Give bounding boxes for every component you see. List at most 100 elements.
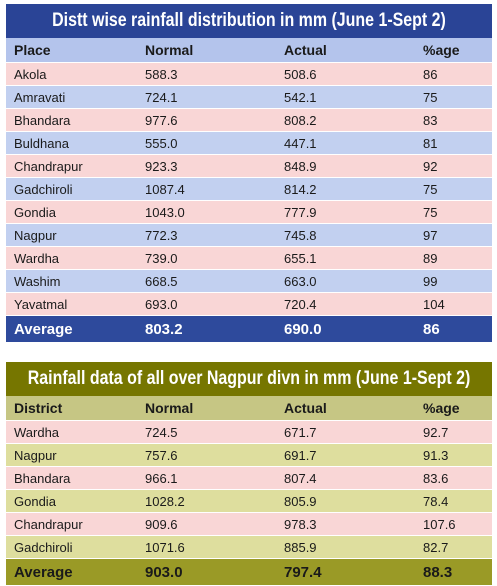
average-label: Average <box>14 563 73 581</box>
percent-cell: 75 <box>423 181 438 197</box>
district-cell: Wardha <box>14 424 60 440</box>
table-row: Washim 668.5 663.0 99 <box>6 270 492 293</box>
table1-average-row: Average 803.2 690.0 86 <box>6 316 492 343</box>
table-row: Yavatmal 693.0 720.4 104 <box>6 293 492 316</box>
table1-header-percent: %age <box>423 42 460 58</box>
table-row: Gondia 1043.0 777.9 75 <box>6 201 492 224</box>
percent-cell: 75 <box>423 204 438 220</box>
normal-cell: 588.3 <box>145 66 178 82</box>
place-cell: Nagpur <box>14 227 57 243</box>
percent-cell: 89 <box>423 250 438 266</box>
table-row: Gondia 1028.2 805.9 78.4 <box>6 490 492 513</box>
table-row: Nagpur 757.6 691.7 91.3 <box>6 444 492 467</box>
percent-cell: 97 <box>423 227 438 243</box>
average-actual: 690.0 <box>284 320 322 338</box>
normal-cell: 909.6 <box>145 516 178 532</box>
place-cell: Amravati <box>14 89 66 105</box>
percent-cell: 86 <box>423 66 438 82</box>
actual-cell: 655.1 <box>284 250 317 266</box>
district-cell: Gondia <box>14 493 56 509</box>
place-cell: Yavatmal <box>14 296 68 312</box>
actual-cell: 848.9 <box>284 158 317 174</box>
place-cell: Chandrapur <box>14 158 83 174</box>
normal-cell: 757.6 <box>145 447 178 463</box>
table-row: Akola 588.3 508.6 86 <box>6 63 492 86</box>
actual-cell: 508.6 <box>284 66 317 82</box>
normal-cell: 724.1 <box>145 89 178 105</box>
normal-cell: 668.5 <box>145 273 178 289</box>
percent-cell: 91.3 <box>423 447 449 463</box>
table-row: Nagpur 772.3 745.8 97 <box>6 224 492 247</box>
table-row: Bhandara 966.1 807.4 83.6 <box>6 467 492 490</box>
district-cell: Gadchiroli <box>14 539 73 555</box>
district-cell: Chandrapur <box>14 516 83 532</box>
actual-cell: 720.4 <box>284 296 317 312</box>
normal-cell: 772.3 <box>145 227 178 243</box>
percent-cell: 104 <box>423 296 445 312</box>
table2-title-bar: Rainfall data of all over Nagpur divn in… <box>6 362 492 396</box>
actual-cell: 663.0 <box>284 273 317 289</box>
actual-cell: 777.9 <box>284 204 317 220</box>
actual-cell: 671.7 <box>284 424 317 440</box>
table-row: Chandrapur 909.6 978.3 107.6 <box>6 513 492 536</box>
table2-header-district: District <box>14 400 63 416</box>
actual-cell: 542.1 <box>284 89 317 105</box>
table-row: Amravati 724.1 542.1 75 <box>6 86 492 109</box>
table-row: Wardha 724.5 671.7 92.7 <box>6 421 492 444</box>
percent-cell: 82.7 <box>423 539 449 555</box>
actual-cell: 814.2 <box>284 181 317 197</box>
actual-cell: 978.3 <box>284 516 317 532</box>
actual-cell: 745.8 <box>284 227 317 243</box>
table-row: Wardha 739.0 655.1 89 <box>6 247 492 270</box>
table2-header-normal: Normal <box>145 400 194 416</box>
average-normal: 803.2 <box>145 320 183 338</box>
table1-header-row: Place Normal Actual %age <box>6 38 492 63</box>
normal-cell: 1028.2 <box>145 493 185 509</box>
table-row: Gadchiroli 1087.4 814.2 75 <box>6 178 492 201</box>
normal-cell: 724.5 <box>145 424 178 440</box>
average-actual: 797.4 <box>284 563 322 581</box>
percent-cell: 83 <box>423 112 438 128</box>
table1-header-normal: Normal <box>145 42 194 58</box>
average-percent: 86 <box>423 320 440 338</box>
table1-header-place: Place <box>14 42 51 58</box>
place-cell: Wardha <box>14 250 60 266</box>
nagpur-division-rainfall-table: Rainfall data of all over Nagpur divn in… <box>6 362 492 586</box>
normal-cell: 1043.0 <box>145 204 185 220</box>
table1-title-bar: Distt wise rainfall distribution in mm (… <box>6 4 492 38</box>
place-cell: Bhandara <box>14 112 71 128</box>
table-row: Buldhana 555.0 447.1 81 <box>6 132 492 155</box>
percent-cell: 107.6 <box>423 516 456 532</box>
percent-cell: 81 <box>423 135 438 151</box>
table-row: Gadchiroli 1071.6 885.9 82.7 <box>6 536 492 559</box>
place-cell: Gadchiroli <box>14 181 73 197</box>
table-row: Chandrapur 923.3 848.9 92 <box>6 155 492 178</box>
district-rainfall-table: Distt wise rainfall distribution in mm (… <box>6 4 492 343</box>
place-cell: Akola <box>14 66 47 82</box>
table2-header-row: District Normal Actual %age <box>6 396 492 421</box>
normal-cell: 1087.4 <box>145 181 185 197</box>
normal-cell: 966.1 <box>145 470 178 486</box>
normal-cell: 1071.6 <box>145 539 185 555</box>
normal-cell: 693.0 <box>145 296 178 312</box>
table1-title: Distt wise rainfall distribution in mm (… <box>52 10 446 31</box>
table1-header-actual: Actual <box>284 42 327 58</box>
average-label: Average <box>14 320 73 338</box>
table2-title: Rainfall data of all over Nagpur divn in… <box>27 368 471 389</box>
percent-cell: 92 <box>423 158 438 174</box>
actual-cell: 447.1 <box>284 135 317 151</box>
actual-cell: 691.7 <box>284 447 317 463</box>
percent-cell: 75 <box>423 89 438 105</box>
table2-header-actual: Actual <box>284 400 327 416</box>
percent-cell: 78.4 <box>423 493 449 509</box>
percent-cell: 99 <box>423 273 438 289</box>
district-cell: Bhandara <box>14 470 71 486</box>
place-cell: Buldhana <box>14 135 69 151</box>
average-percent: 88.3 <box>423 563 453 581</box>
normal-cell: 739.0 <box>145 250 178 266</box>
actual-cell: 808.2 <box>284 112 317 128</box>
table2-header-percent: %age <box>423 400 460 416</box>
actual-cell: 805.9 <box>284 493 317 509</box>
average-normal: 903.0 <box>145 563 183 581</box>
